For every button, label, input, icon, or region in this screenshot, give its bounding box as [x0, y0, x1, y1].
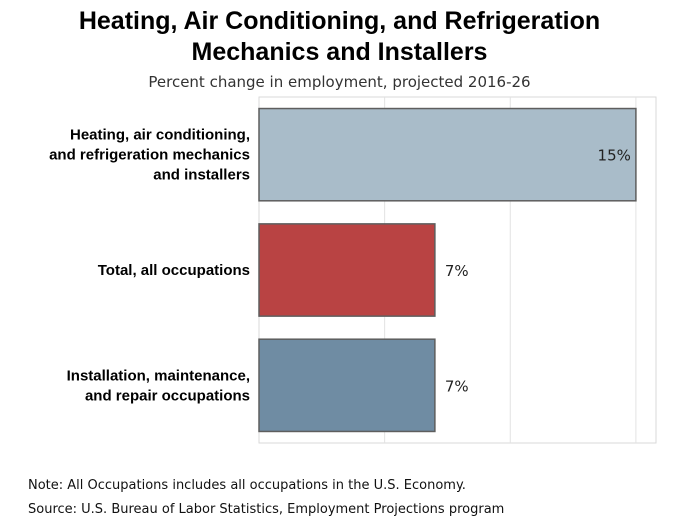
- chart-title-line-1: Heating, Air Conditioning, and Refrigera…: [78, 7, 601, 35]
- category-label-line: and installers: [153, 167, 250, 184]
- category-label-line: and repair occupations: [85, 387, 250, 404]
- category-label-3: Installation, maintenance, and repair occ…: [67, 367, 250, 404]
- chart-title-line-2: Mechanics and Installers: [191, 38, 488, 66]
- category-label-1: Heating, air conditioning, and refrigerat…: [49, 127, 250, 184]
- category-label-line: Total, all occupations: [98, 262, 250, 279]
- value-label-3: 7%: [445, 377, 469, 395]
- chart-note: Note: All Occupations includes all occup…: [28, 478, 466, 493]
- category-label-line: and refrigeration mechanics: [49, 147, 250, 164]
- chart-subtitle: Percent change in employment, projected …: [148, 73, 531, 91]
- value-label-2: 7%: [445, 262, 469, 280]
- bar-chart: 15% Heating, air conditioning, and refrige…: [49, 96, 657, 444]
- chart-source: Source: U.S. Bureau of Labor Statistics,…: [28, 502, 505, 517]
- category-label-2: Total, all occupations: [98, 262, 250, 279]
- bar-2: [258, 223, 436, 317]
- category-label-line: Installation, maintenance,: [67, 367, 250, 384]
- bar-1: [258, 107, 637, 202]
- category-label-line: Heating, air conditioning,: [70, 127, 250, 144]
- chart-title: Heating, Air Conditioning, and Refrigera…: [0, 6, 679, 68]
- value-label-1: 15%: [598, 147, 631, 165]
- bar-3: [258, 338, 436, 433]
